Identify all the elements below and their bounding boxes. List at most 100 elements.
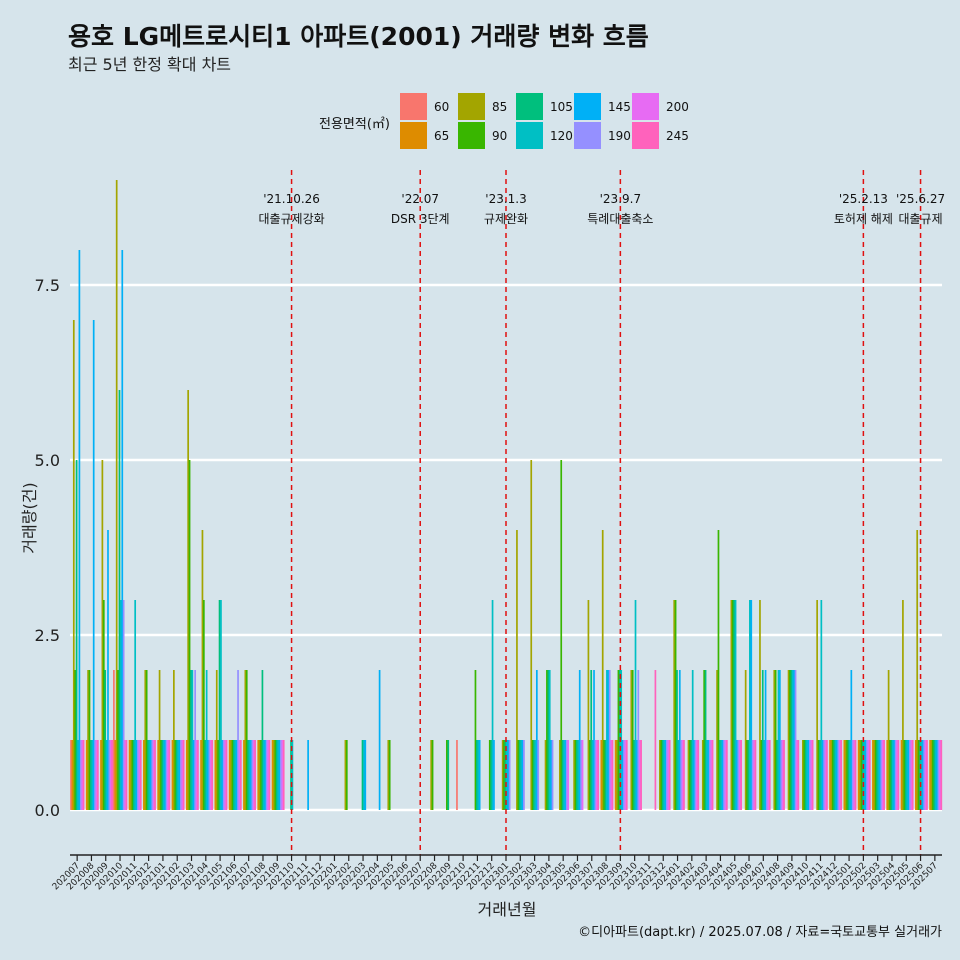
bar-190-202310 [637,670,640,810]
bar-105-202401 [676,670,678,810]
bar-145-202407 [764,670,767,810]
bar-145-202102 [178,740,181,810]
bar-190-202408 [780,740,783,810]
bar-190-202010 [122,600,125,810]
bar-120-202402 [691,670,694,810]
bar-145-202402 [693,740,695,810]
bar-190-202106 [237,670,239,810]
bar-85-202408 [773,670,776,810]
bar-85-202007 [72,320,75,810]
bar-85-202102 [173,670,175,810]
bar-120-202408 [777,670,780,810]
bar-200-202503 [881,740,884,810]
bar-200-202412 [838,740,841,810]
bar-65-202504 [886,740,889,810]
bar-90-202402 [689,740,691,810]
bar-65-202102 [171,740,174,810]
bar-105-202305 [561,740,564,810]
bar-120-202507 [934,740,937,810]
bar-65-202107 [243,740,245,810]
bar-65-202010 [114,740,117,810]
bar-105-202411 [819,740,821,810]
bar-85-202412 [830,740,833,810]
bar-85-202205 [387,740,390,810]
bar-90-202104 [203,600,205,810]
bar-120-202309 [620,670,623,810]
bar-120-202401 [677,740,680,810]
bar-90-202304 [546,670,548,810]
bar-90-202412 [831,740,834,810]
bar-120-202407 [763,740,766,810]
bar-200-202507 [939,740,941,810]
bar-245-202309 [625,740,628,810]
bar-90-202205 [388,740,391,810]
bar-85-202303 [530,460,533,810]
bar-65-202108 [257,740,260,810]
bar-200-202411 [824,740,827,810]
bar-200-202402 [696,740,698,810]
bar-85-202308 [601,530,604,810]
bar-145-202103 [192,740,195,810]
bar-200-202505 [910,740,913,810]
bar-190-202103 [194,670,197,810]
bar-90-202301 [503,740,505,810]
bar-145-202306 [578,670,581,810]
bar-190-202503 [880,740,883,810]
bar-145-202501 [850,670,853,810]
x-axis: 2020072020082020092020102020112020122021… [51,854,942,892]
bar-245-202507 [940,740,943,810]
bar-105-202408 [776,740,778,810]
legend-label-145: 145 [608,100,631,114]
bar-200-202405 [738,740,741,810]
bar-105-202501 [847,740,850,810]
bar-120-202101 [162,740,165,810]
event-markers: '21.10.26 대출규제강화 '22.07 DSR 3단계 '23.1.3 규제완화 '… [258,170,945,855]
bar-190-202507 [937,740,940,810]
bar-190-202104 [208,740,211,810]
bar-85-202502 [859,740,861,810]
bar-120-202502 [863,740,866,810]
bar-245-202101 [168,740,171,810]
event-label: 특례대출축소 [587,212,653,226]
bar-145-202310 [636,740,638,810]
bar-145-202101 [164,740,167,810]
bar-85-202101 [158,670,161,810]
bar-120-202011 [134,600,137,810]
bar-145-202504 [893,740,896,810]
bar-65-202308 [600,740,603,810]
bar-60-202007 [70,740,72,810]
bar-200-202106 [238,740,241,810]
bar-245-202506 [926,740,928,810]
bar-145-202503 [879,740,881,810]
bar-105-202103 [190,670,192,810]
bar-190-202107 [251,740,254,810]
bar-200-202406 [753,740,755,810]
bar-90-202009 [102,600,105,810]
legend-swatch-190 [574,122,601,149]
bar-65-202505 [900,740,903,810]
bar-105-202007 [75,460,78,810]
bar-105-202306 [576,740,578,810]
bar-245-202408 [783,740,785,810]
bar-105-202011 [132,740,135,810]
bar-105-202407 [761,670,764,810]
bar-105-202307 [590,670,593,810]
bar-105-202106 [232,740,235,810]
y-tick-label: 5.0 [35,451,60,470]
bar-90-202410 [803,740,806,810]
legend-swatch-245 [632,122,659,149]
bar-190-202412 [837,740,840,810]
bar-190-202306 [580,740,582,810]
bar-190-202409 [794,670,797,810]
bar-190-202301 [508,740,511,810]
bar-120-202212 [491,600,494,810]
legend-label-245: 245 [666,129,689,143]
bar-145-202409 [793,670,795,810]
bar-145-202302 [521,740,524,810]
bar-245-202312 [668,740,671,810]
event-date: '25.2.13 [839,192,888,206]
bar-105-202211 [476,740,478,810]
bar-145-202406 [750,600,753,810]
bar-90-202106 [231,740,234,810]
bar-245-202403 [711,740,714,810]
